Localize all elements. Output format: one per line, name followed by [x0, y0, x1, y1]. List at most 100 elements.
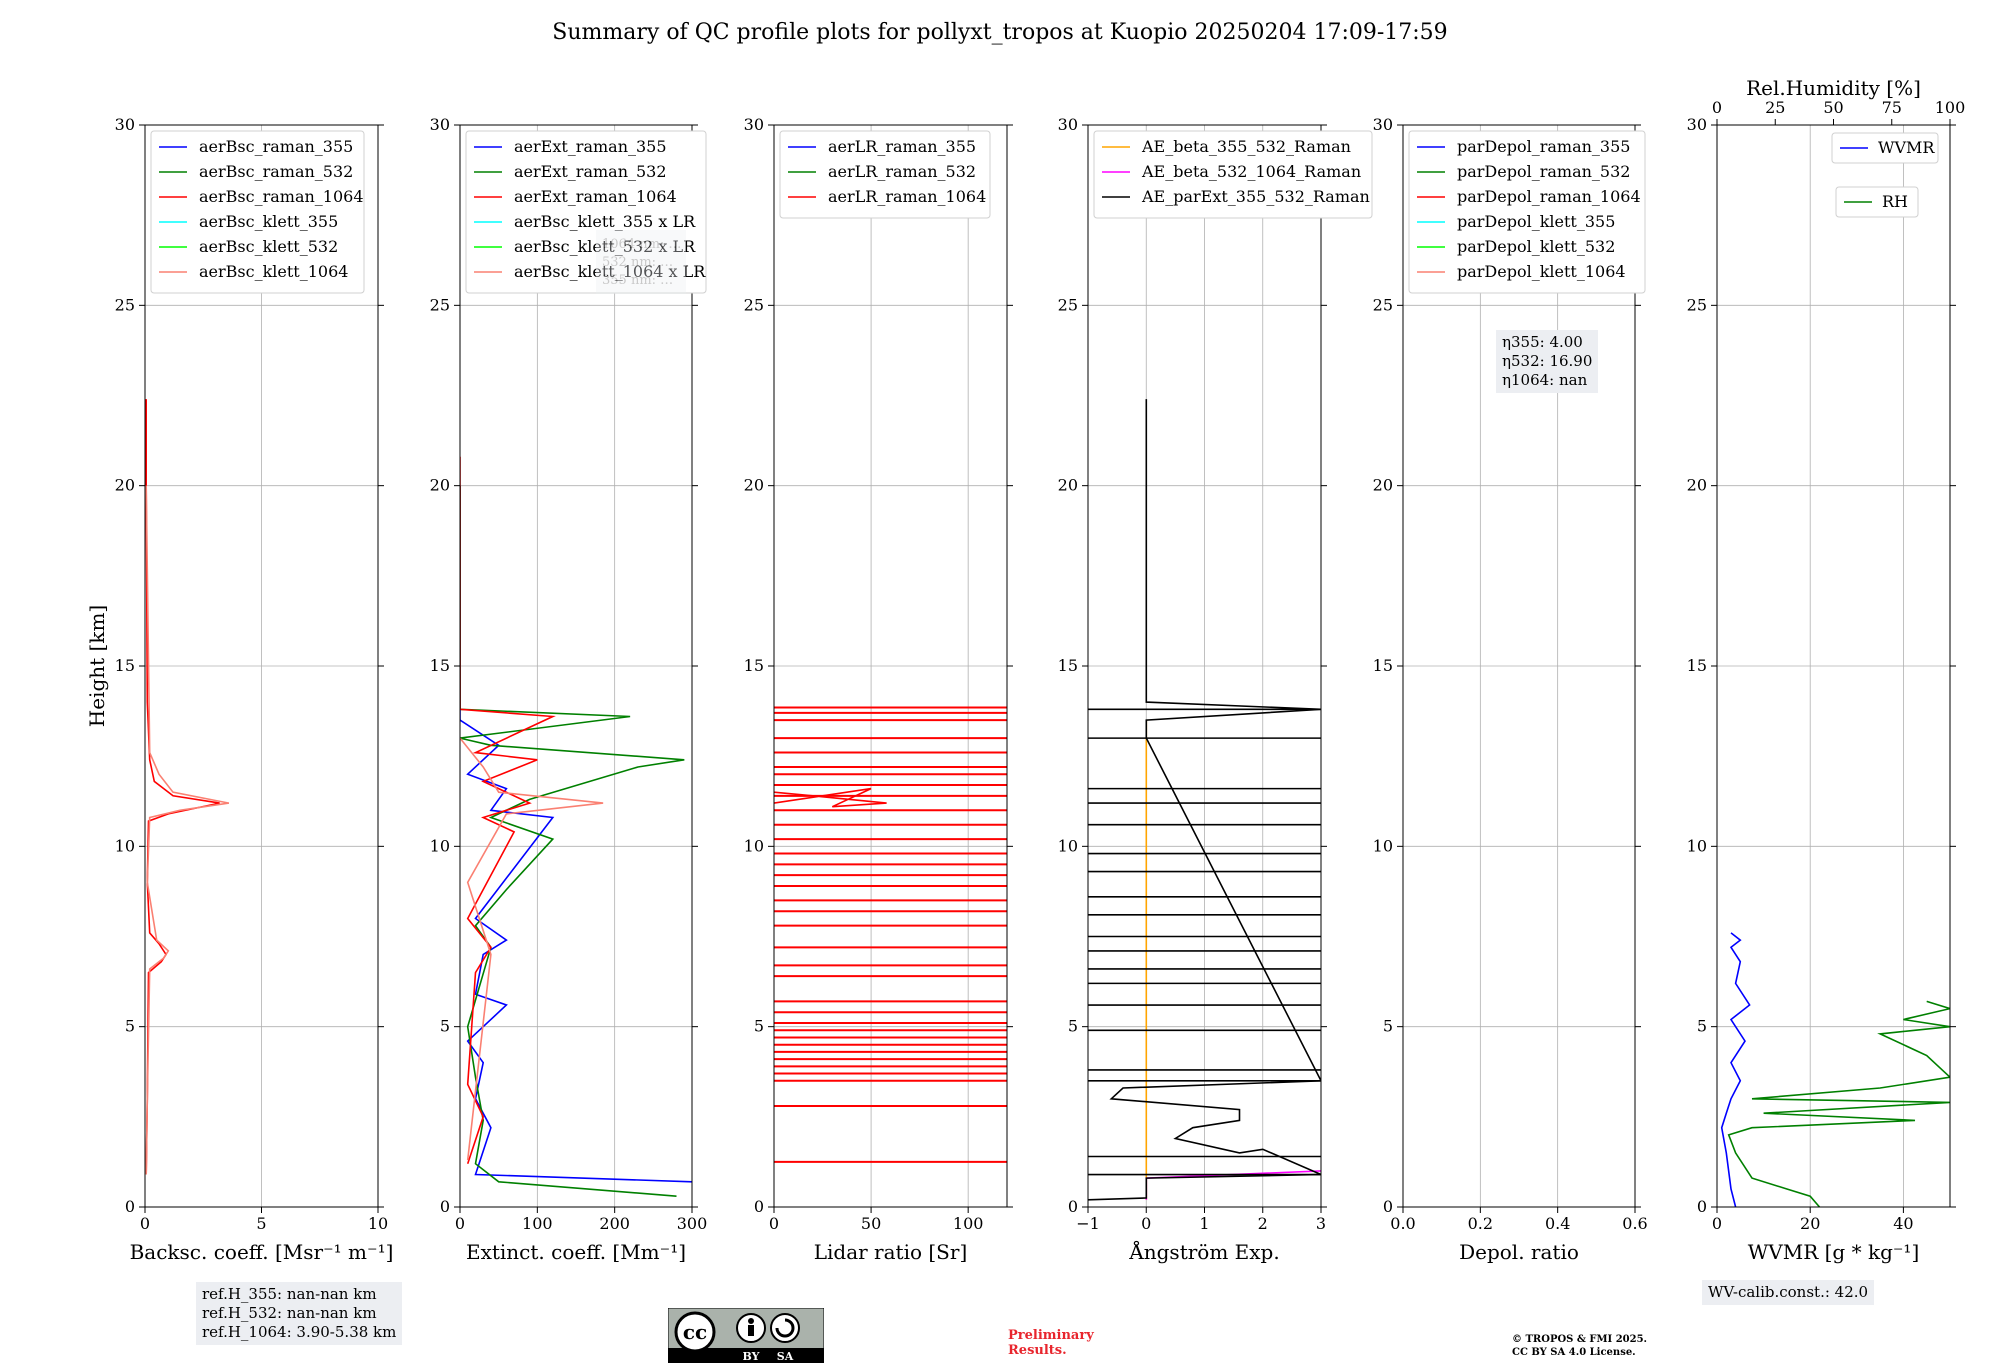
legend-box: [1093, 130, 1373, 219]
y-tick-label: 15: [430, 656, 450, 675]
legend-label: aerLR_raman_1064: [828, 187, 986, 206]
y-tick-label: 25: [1373, 295, 1393, 314]
series-RH: [1727, 1000, 1950, 1207]
x-tick-label: 0.0: [1390, 1214, 1415, 1233]
y-tick-label: 30: [744, 115, 764, 134]
eta-355: η355: 4.00: [1502, 333, 1583, 351]
legend-label: aerBsc_raman_1064: [199, 187, 364, 206]
legend-label: RH: [1882, 192, 1908, 211]
x-tick-label: 0.6: [1622, 1214, 1647, 1233]
legend-label: parDepol_klett_1064: [1457, 262, 1626, 281]
cc-logo-text: cc: [683, 1320, 707, 1344]
legend: WVMR RH: [1831, 132, 1939, 218]
ref-h-355: ref.H_355: nan-nan km: [202, 1285, 377, 1303]
legend: AE_beta_355_532_Raman AE_beta_532_1064_Ra…: [1093, 130, 1373, 219]
panel-2: 0 100 200 300 0 5 10 15 20 25 30 Extinct. coeff. [M…: [430, 115, 708, 1264]
legend-box: [779, 130, 991, 219]
legend-box: [465, 130, 707, 294]
x-tick-label: 200: [599, 1214, 630, 1233]
legend-label: aerBsc_raman_532: [199, 162, 353, 181]
data-layer: [460, 456, 692, 1197]
legend-label: AE_beta_355_532_Raman: [1141, 137, 1351, 156]
y-axis-label: Height [km]: [85, 605, 109, 727]
x-tick-label: 2: [1258, 1214, 1268, 1233]
lr-annotation-line: 355 nm: …: [602, 273, 673, 288]
y-tick-label: 25: [1687, 295, 1707, 314]
series-WVMR: [1720, 932, 1751, 1207]
y-tick-label: 20: [430, 476, 450, 495]
copyright-line-1: © TROPOS & FMI 2025.: [1512, 1334, 1648, 1345]
eta-532: η532: 16.90: [1502, 352, 1593, 370]
ref-height-box: ref.H_355: nan-nan km ref.H_532: nan-nan…: [196, 1282, 403, 1345]
series-aerExt_raman_1064: [460, 456, 556, 1164]
x-tick-label: −1: [1076, 1214, 1100, 1233]
x-axis-label: Depol. ratio: [1459, 1240, 1579, 1264]
y-tick-label: 20: [1687, 476, 1707, 495]
y-tick-label: 15: [1058, 656, 1078, 675]
y-tick-label: 10: [430, 836, 450, 855]
y-tick-label: 0: [440, 1197, 450, 1216]
x-tick-label: 5: [256, 1214, 266, 1233]
y-tick-label: 5: [125, 1017, 135, 1036]
y-tick-label: 15: [115, 656, 135, 675]
y-tick-label: 30: [430, 115, 450, 134]
legend-box: [1831, 132, 1939, 164]
legend-label: aerExt_raman_355: [514, 137, 667, 156]
legend-label: parDepol_raman_355: [1457, 137, 1630, 156]
preliminary-line-1: Preliminary: [1008, 1328, 1094, 1343]
cc-license-badge: cc BY SA: [668, 1308, 824, 1363]
y-tick-label: 20: [115, 476, 135, 495]
legend-label: aerBsc_klett_355 x LR: [514, 212, 696, 231]
y-tick-label: 25: [1058, 295, 1078, 314]
legend-box: [1835, 186, 1919, 218]
copyright-line-2: CC BY SA 4.0 License.: [1512, 1347, 1636, 1358]
y-tick-label: 15: [1687, 656, 1707, 675]
x-tick-label: 100: [522, 1214, 553, 1233]
y-tick-label: 0: [754, 1197, 764, 1216]
legend-label: aerBsc_raman_355: [199, 137, 353, 156]
series-aerBsc_raman_1064: [145, 399, 220, 1175]
legend-label: aerLR_raman_532: [828, 162, 976, 181]
wv-calib-box: WV-calib.const.: 42.0: [1702, 1280, 1875, 1305]
top-x-tick-label: 50: [1823, 98, 1843, 117]
ref-h-1064: ref.H_1064: 3.90-5.38 km: [202, 1323, 397, 1341]
copyright-notice: © TROPOS & FMI 2025. CC BY SA 4.0 Licens…: [1512, 1333, 1647, 1359]
series-aerLR_raman_1064: [774, 787, 887, 808]
ref-h-532: ref.H_532: nan-nan km: [202, 1304, 377, 1322]
y-tick-label: 30: [1687, 115, 1707, 134]
y-tick-label: 5: [1383, 1017, 1393, 1036]
panel-6: 0 20 40 0 5 10 15 20 25 30 0 25 50 75 100 Rel.Humidity …: [1687, 76, 1966, 1264]
legend: aerBsc_raman_355 aerBsc_raman_532 aerBsc_r…: [150, 130, 365, 294]
x-tick-label: 20: [1800, 1214, 1820, 1233]
legend-label: parDepol_raman_1064: [1457, 187, 1641, 206]
series-aerBsc_klett_1064: [145, 485, 230, 1175]
y-tick-label: 10: [1687, 836, 1707, 855]
series-aerBsc_klett_1064 x LR: [460, 737, 604, 1161]
sa-label: SA: [777, 1350, 794, 1363]
y-tick-label: 15: [744, 656, 764, 675]
legend: parDepol_raman_355 parDepol_raman_532 parD…: [1408, 130, 1646, 294]
y-tick-label: 30: [115, 115, 135, 134]
panel-5: 0.0 0.2 0.4 0.6 0 5 10 15 20 25 30 Depol. ratio parD…: [1373, 115, 1648, 1264]
lr-annotation-line: 532 nm: …: [602, 255, 673, 270]
legend-label: AE_parExt_355_532_Raman: [1141, 187, 1370, 206]
panel-1: 0 5 10 0 5 10 15 20 25 30 Backsc. coeff. [Msr⁻¹ m⁻…: [115, 115, 394, 1264]
x-tick-label: 50: [861, 1214, 881, 1233]
top-axis-label: Rel.Humidity [%]: [1746, 76, 1921, 100]
legend-label: parDepol_klett_532: [1457, 237, 1615, 256]
legend-label: aerLR_raman_355: [828, 137, 976, 156]
x-tick-label: 40: [1893, 1214, 1913, 1233]
legend: aerLR_raman_355 aerLR_raman_532 aerLR_rama…: [779, 130, 991, 219]
x-tick-label: 0: [1141, 1214, 1151, 1233]
y-tick-label: 0: [1068, 1197, 1078, 1216]
data-layer: [1088, 399, 1321, 1201]
series-AE_parExt_355_532_Raman: [1088, 399, 1321, 1201]
x-axis-label: WVMR [g * kg⁻¹]: [1748, 1240, 1920, 1264]
x-tick-label: 0: [769, 1214, 779, 1233]
series-aerExt_raman_532: [460, 485, 685, 1197]
data-layer: [774, 706, 1007, 1163]
y-tick-label: 5: [1697, 1017, 1707, 1036]
legend-label: WVMR: [1878, 138, 1935, 157]
